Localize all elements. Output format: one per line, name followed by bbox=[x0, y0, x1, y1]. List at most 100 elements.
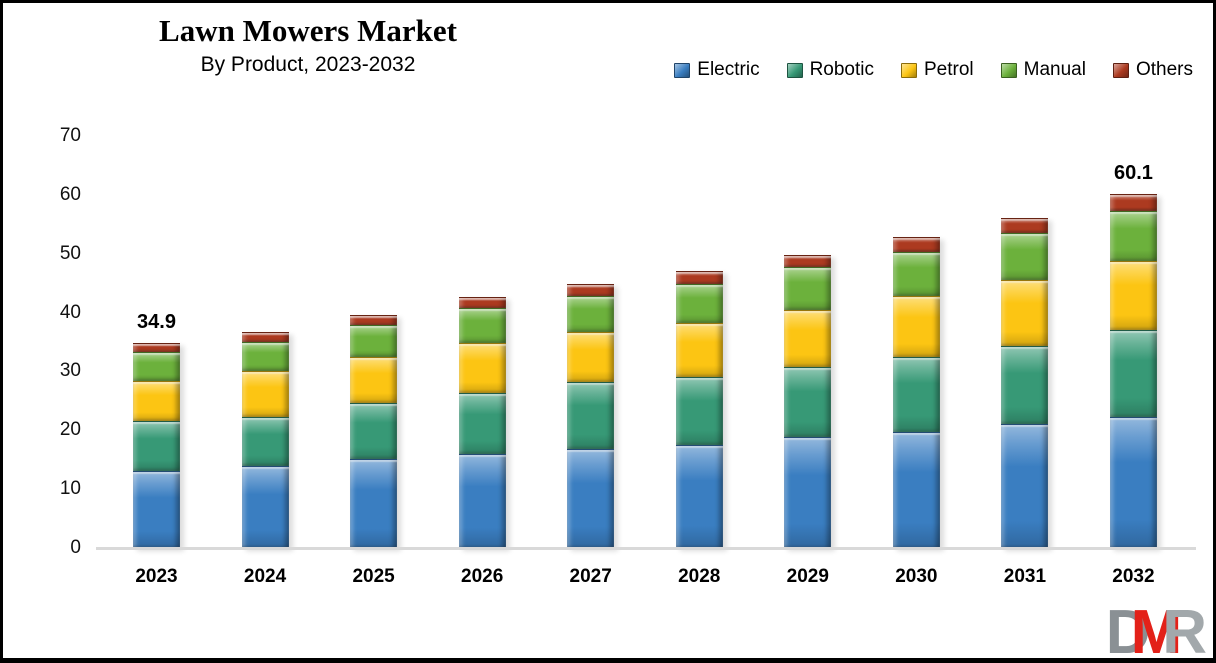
legend-item-electric: Electric bbox=[674, 59, 760, 81]
x-axis-label-2030: 2030 bbox=[895, 566, 938, 587]
stacked-bar-2023 bbox=[133, 342, 180, 548]
bar-segment-petrol-2028 bbox=[675, 323, 723, 378]
y-axis-tick-label: 70 bbox=[59, 124, 81, 146]
bar-segment-others-2029 bbox=[784, 254, 832, 267]
bar-segment-robotic-2024 bbox=[241, 416, 289, 467]
stacked-bar-2031 bbox=[1001, 217, 1049, 548]
bar-segment-others-2024 bbox=[241, 331, 289, 342]
legend-item-manual: Manual bbox=[1000, 59, 1086, 81]
legend: Electric Robotic Petrol Manual Others bbox=[674, 59, 1193, 81]
stacked-bar-2032 bbox=[1109, 194, 1157, 548]
bar-segment-electric-2026 bbox=[458, 454, 506, 548]
legend-label: Others bbox=[1135, 59, 1193, 80]
bar-segment-manual-2024 bbox=[241, 341, 289, 372]
x-axis-line bbox=[96, 547, 1196, 550]
bar-segment-robotic-2030 bbox=[892, 357, 940, 433]
legend-swatch-icon bbox=[786, 62, 803, 78]
bar-segment-robotic-2031 bbox=[1001, 345, 1049, 425]
x-axis-label-2029: 2029 bbox=[786, 566, 829, 587]
bar-segment-petrol-2029 bbox=[784, 310, 832, 368]
chart-subtitle: By Product, 2023-2032 bbox=[200, 53, 416, 76]
bar-segment-manual-2029 bbox=[784, 266, 832, 311]
bar-segment-robotic-2028 bbox=[675, 377, 723, 445]
bar-segment-manual-2025 bbox=[350, 325, 398, 357]
legend-item-others: Others bbox=[1112, 59, 1193, 81]
stacked-bar-2028 bbox=[675, 271, 723, 548]
bar-segment-manual-2026 bbox=[458, 308, 506, 344]
y-axis-tick-label: 60 bbox=[59, 183, 81, 205]
bar-segment-manual-2023 bbox=[133, 352, 180, 381]
bar-segment-others-2027 bbox=[567, 283, 615, 296]
bar-segment-robotic-2026 bbox=[458, 392, 506, 455]
data-label-2023: 34.9 bbox=[137, 310, 176, 333]
bar-segment-others-2031 bbox=[1001, 217, 1049, 233]
y-axis-tick-label: 40 bbox=[59, 301, 81, 323]
bar-segment-petrol-2032 bbox=[1109, 261, 1157, 331]
stacked-bar-2024 bbox=[241, 331, 289, 548]
y-axis-tick-label: 0 bbox=[70, 537, 81, 558]
legend-item-petrol: Petrol bbox=[901, 59, 974, 81]
stacked-bar-2026 bbox=[458, 297, 506, 548]
bar-segment-robotic-2025 bbox=[350, 402, 398, 459]
bar-segment-electric-2023 bbox=[133, 470, 180, 548]
bar-segment-others-2026 bbox=[458, 297, 506, 309]
y-axis-tick-label: 20 bbox=[59, 419, 81, 441]
logo-letter-m: M bbox=[1130, 598, 1183, 663]
bar-segment-manual-2027 bbox=[567, 295, 615, 332]
bar-segment-petrol-2024 bbox=[241, 371, 289, 417]
bar-segment-others-2025 bbox=[350, 314, 398, 326]
legend-item-robotic: Robotic bbox=[786, 59, 874, 81]
x-axis-label-2027: 2027 bbox=[569, 566, 612, 587]
bar-segment-petrol-2030 bbox=[892, 295, 940, 358]
bar-segment-electric-2030 bbox=[892, 432, 940, 548]
legend-label: Petrol bbox=[924, 59, 974, 80]
bar-segment-electric-2029 bbox=[784, 437, 832, 548]
legend-label: Robotic bbox=[809, 59, 874, 80]
bar-segment-robotic-2023 bbox=[133, 420, 180, 471]
x-axis-label-2024: 2024 bbox=[243, 566, 287, 587]
x-axis-label-2031: 2031 bbox=[1003, 566, 1047, 587]
bar-segment-electric-2031 bbox=[1001, 424, 1049, 548]
legend-label: Manual bbox=[1023, 59, 1086, 80]
bar-segment-manual-2031 bbox=[1001, 232, 1049, 281]
stacked-bar-2027 bbox=[567, 283, 615, 548]
bar-segment-robotic-2032 bbox=[1109, 330, 1157, 417]
y-axis-tick-label: 30 bbox=[59, 360, 81, 382]
bar-segment-petrol-2025 bbox=[350, 356, 398, 403]
legend-swatch-icon bbox=[1112, 62, 1129, 78]
x-axis-label-2028: 2028 bbox=[678, 566, 721, 587]
dmr-logo: DMR bbox=[1106, 602, 1207, 659]
bar-segment-petrol-2027 bbox=[567, 331, 615, 382]
bar-segment-robotic-2027 bbox=[567, 381, 615, 449]
x-axis-label-2023: 2023 bbox=[135, 566, 178, 587]
bar-segment-petrol-2026 bbox=[458, 343, 506, 393]
stacked-bar-2025 bbox=[350, 314, 398, 548]
bar-segment-electric-2027 bbox=[567, 448, 615, 548]
data-label-2032: 60.1 bbox=[1113, 162, 1153, 185]
bar-segment-manual-2032 bbox=[1109, 210, 1157, 262]
bar-segment-others-2030 bbox=[892, 237, 940, 253]
y-axis-tick-label: 10 bbox=[59, 478, 81, 500]
stacked-bar-2029 bbox=[784, 254, 832, 548]
chart-title: Lawn Mowers Market bbox=[159, 13, 457, 48]
bar-segment-electric-2024 bbox=[241, 466, 289, 548]
title-block: Lawn Mowers Market By Product, 2023-2032 bbox=[73, 13, 543, 77]
bar-segment-others-2023 bbox=[133, 342, 180, 353]
bar-segment-robotic-2029 bbox=[784, 367, 832, 438]
x-axis-label-2026: 2026 bbox=[461, 566, 504, 587]
bar-segment-petrol-2031 bbox=[1001, 280, 1049, 346]
bar-segment-electric-2032 bbox=[1109, 417, 1157, 548]
bar-segment-manual-2030 bbox=[892, 252, 940, 296]
bar-segment-electric-2025 bbox=[350, 458, 398, 548]
bar-segment-others-2028 bbox=[675, 271, 723, 285]
legend-swatch-icon bbox=[1000, 62, 1017, 78]
y-axis-tick-label: 50 bbox=[59, 242, 81, 264]
legend-label: Electric bbox=[697, 59, 760, 80]
logo-letter-r: R bbox=[1162, 598, 1207, 663]
bar-segment-manual-2028 bbox=[675, 284, 723, 324]
x-axis-label-2032: 2032 bbox=[1112, 566, 1155, 587]
bar-segment-electric-2028 bbox=[675, 444, 723, 548]
x-axis-label-2025: 2025 bbox=[352, 566, 395, 587]
bar-segment-petrol-2023 bbox=[133, 380, 180, 421]
